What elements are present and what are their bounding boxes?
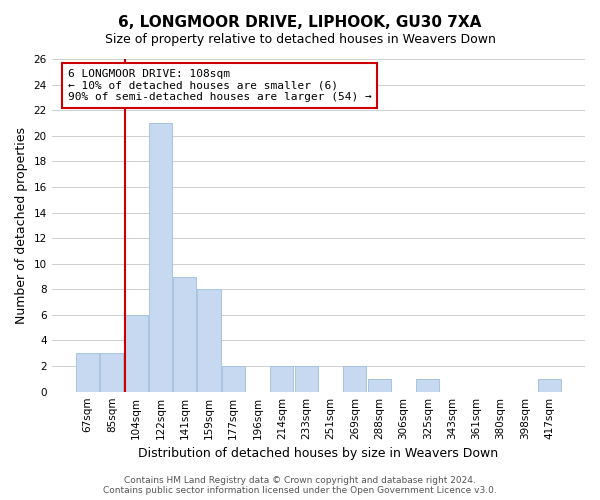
X-axis label: Distribution of detached houses by size in Weavers Down: Distribution of detached houses by size …	[138, 447, 499, 460]
Bar	[125, 315, 148, 392]
Bar	[149, 123, 172, 392]
Bar	[271, 366, 293, 392]
Text: 6, LONGMOOR DRIVE, LIPHOOK, GU30 7XA: 6, LONGMOOR DRIVE, LIPHOOK, GU30 7XA	[118, 15, 482, 30]
Bar	[76, 354, 99, 392]
Bar	[416, 379, 439, 392]
Bar	[343, 366, 367, 392]
Text: Contains HM Land Registry data © Crown copyright and database right 2024.
Contai: Contains HM Land Registry data © Crown c…	[103, 476, 497, 495]
Bar	[197, 290, 221, 392]
Bar	[538, 379, 561, 392]
Bar	[368, 379, 391, 392]
Text: 6 LONGMOOR DRIVE: 108sqm
← 10% of detached houses are smaller (6)
90% of semi-de: 6 LONGMOOR DRIVE: 108sqm ← 10% of detach…	[68, 69, 371, 102]
Text: Size of property relative to detached houses in Weavers Down: Size of property relative to detached ho…	[104, 32, 496, 46]
Bar	[100, 354, 124, 392]
Bar	[295, 366, 318, 392]
Y-axis label: Number of detached properties: Number of detached properties	[15, 127, 28, 324]
Bar	[173, 276, 196, 392]
Bar	[222, 366, 245, 392]
